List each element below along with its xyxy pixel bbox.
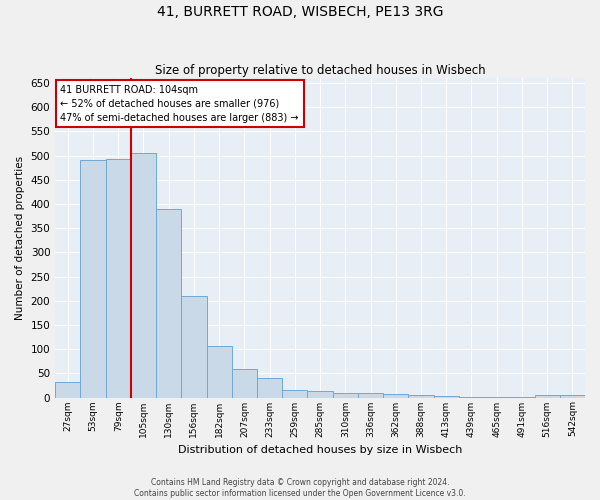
Bar [332,392,358,398]
Bar [535,395,560,398]
Bar [181,296,206,398]
Bar [232,370,257,398]
Bar [383,394,409,398]
Bar [257,378,282,398]
Bar [206,346,232,398]
Bar [409,395,434,398]
Text: 41, BURRETT ROAD, WISBECH, PE13 3RG: 41, BURRETT ROAD, WISBECH, PE13 3RG [157,5,443,19]
Bar [106,160,131,398]
Bar [131,153,156,398]
Title: Size of property relative to detached houses in Wisbech: Size of property relative to detached ho… [155,64,485,77]
Y-axis label: Number of detached properties: Number of detached properties [15,156,25,320]
Text: Contains HM Land Registry data © Crown copyright and database right 2024.
Contai: Contains HM Land Registry data © Crown c… [134,478,466,498]
Bar [358,392,383,398]
Bar [282,390,307,398]
Bar [80,160,106,398]
X-axis label: Distribution of detached houses by size in Wisbech: Distribution of detached houses by size … [178,445,462,455]
Bar [434,396,459,398]
Bar [55,382,80,398]
Bar [307,391,332,398]
Bar [459,396,484,398]
Bar [156,209,181,398]
Bar [560,395,585,398]
Text: 41 BURRETT ROAD: 104sqm
← 52% of detached houses are smaller (976)
47% of semi-d: 41 BURRETT ROAD: 104sqm ← 52% of detache… [61,84,299,122]
Bar [484,396,509,398]
